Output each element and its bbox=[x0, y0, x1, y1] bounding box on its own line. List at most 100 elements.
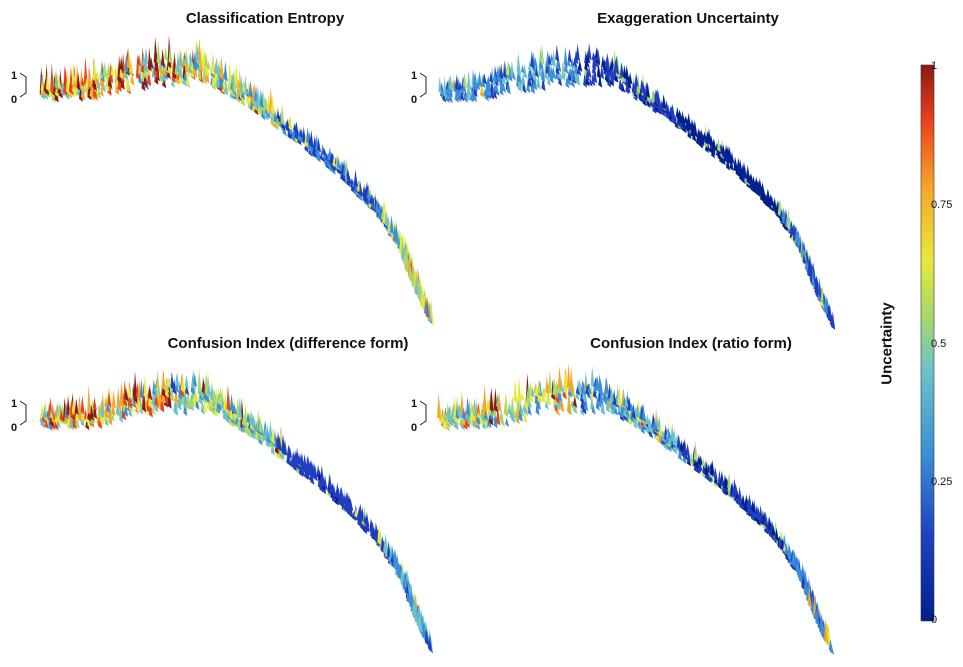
surface-spike bbox=[259, 93, 264, 109]
surface-spike bbox=[101, 79, 106, 93]
surface-spike bbox=[228, 75, 233, 95]
surface-spike bbox=[94, 72, 99, 87]
surface-spike bbox=[738, 486, 743, 503]
surface-spike bbox=[658, 97, 663, 114]
surface-spike bbox=[224, 76, 229, 96]
surface-spike bbox=[263, 427, 268, 439]
surface-spike bbox=[288, 113, 293, 132]
surface-spike bbox=[339, 487, 344, 501]
surface-spike bbox=[332, 156, 337, 168]
surface-spike bbox=[74, 398, 79, 416]
surface-spike bbox=[705, 139, 710, 152]
surface-spike bbox=[479, 88, 484, 98]
surface-spike bbox=[567, 390, 572, 415]
surface-spike bbox=[597, 65, 602, 80]
surface-spike bbox=[366, 190, 371, 201]
surface-spike bbox=[303, 453, 308, 471]
surface-spike bbox=[80, 77, 85, 88]
surface-spike bbox=[576, 65, 581, 76]
surface-spike bbox=[443, 410, 448, 421]
surface-spike bbox=[113, 66, 118, 77]
surface-spike bbox=[271, 427, 276, 445]
surface-spike bbox=[741, 495, 746, 508]
surface-spike bbox=[610, 66, 615, 78]
surface-spike bbox=[512, 71, 517, 81]
surface-spike bbox=[528, 60, 533, 73]
surface-spike bbox=[369, 192, 374, 206]
surface-spike bbox=[153, 36, 158, 66]
z-scale-bracket bbox=[19, 72, 27, 98]
surface-spike bbox=[365, 511, 370, 527]
surface-spike bbox=[100, 86, 105, 97]
surface-spike bbox=[394, 223, 399, 244]
surface-spike bbox=[130, 72, 135, 86]
surface-spike bbox=[604, 376, 609, 395]
surface-spike bbox=[156, 40, 161, 66]
surface-spike bbox=[323, 474, 328, 491]
surface-spike bbox=[598, 378, 603, 391]
surface-spike bbox=[128, 403, 133, 418]
surface-spike bbox=[81, 88, 86, 101]
surface-spike bbox=[141, 77, 146, 92]
surface-spike bbox=[562, 66, 567, 77]
surface-spike bbox=[536, 395, 541, 411]
surface-spike bbox=[175, 371, 180, 389]
surface-spike bbox=[798, 566, 803, 584]
surface-spike bbox=[702, 131, 707, 142]
surface-spike bbox=[662, 94, 667, 110]
surface-spike bbox=[174, 395, 179, 417]
surface-spike bbox=[354, 508, 359, 519]
surface-spike bbox=[448, 75, 453, 91]
surface-spike bbox=[517, 71, 522, 84]
surface-spike bbox=[536, 73, 541, 90]
surface-spike bbox=[346, 491, 351, 508]
surface-spike bbox=[734, 485, 739, 496]
surface-spike bbox=[66, 69, 71, 95]
surface-spike bbox=[802, 252, 807, 265]
surface-spike bbox=[608, 398, 613, 408]
surface-spike bbox=[169, 386, 174, 402]
surface-spike bbox=[294, 121, 299, 137]
surface-spike bbox=[668, 433, 673, 448]
surface-spike bbox=[211, 56, 216, 76]
surface-spike bbox=[617, 384, 622, 408]
surface-spike bbox=[625, 407, 630, 417]
surface-spike bbox=[168, 43, 173, 65]
surface-spike bbox=[562, 386, 567, 400]
surface-spike bbox=[699, 129, 704, 140]
surface-spike bbox=[439, 406, 444, 425]
surface-spike bbox=[511, 407, 516, 424]
surface-spike bbox=[801, 574, 806, 591]
surface-spike bbox=[791, 548, 796, 566]
surface-spike bbox=[584, 393, 589, 412]
surface-spike bbox=[126, 46, 131, 70]
surface-spike bbox=[461, 407, 466, 421]
surface-spike bbox=[203, 400, 208, 414]
surface-spike bbox=[460, 86, 465, 102]
surface-spike bbox=[472, 404, 477, 418]
surface-spike bbox=[707, 128, 712, 145]
surface-spike bbox=[496, 404, 501, 426]
surface-spike bbox=[405, 250, 410, 274]
surface-spike bbox=[497, 391, 502, 412]
surface-spike bbox=[595, 376, 600, 392]
surface-spike bbox=[80, 394, 85, 415]
surface-spike bbox=[107, 392, 112, 408]
z-scale-bracket bbox=[419, 400, 427, 426]
surface-spike bbox=[193, 373, 198, 388]
surface-spike bbox=[672, 428, 677, 448]
surface-spike bbox=[161, 369, 166, 391]
surface-spike bbox=[486, 75, 491, 87]
surface-spike bbox=[520, 392, 525, 402]
surface-spike bbox=[738, 159, 743, 174]
surface-spike bbox=[521, 74, 526, 84]
surface-spike bbox=[516, 52, 521, 74]
surface-spike bbox=[503, 67, 508, 79]
surface-spike bbox=[526, 78, 531, 94]
surface-spike bbox=[93, 79, 98, 92]
surface-spike bbox=[93, 401, 98, 420]
surface-spike bbox=[139, 378, 144, 400]
surface-spike bbox=[119, 56, 124, 72]
surface-spike bbox=[406, 592, 411, 604]
surface-spike bbox=[641, 403, 646, 421]
